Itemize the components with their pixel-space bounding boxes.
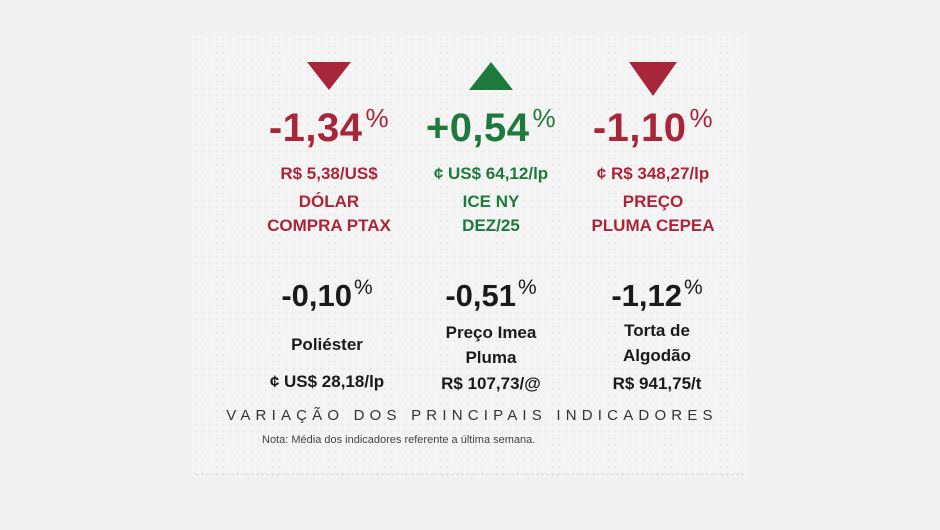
indicator-ice-ny: +0,54% ¢ US$ 64,12/lp ICE NY DEZ/25 bbox=[406, 62, 576, 238]
indicator-label: DÓLAR COMPRA PTAX bbox=[267, 192, 391, 235]
indicator-price: R$ 107,73/@ bbox=[441, 374, 541, 393]
indicator-price: ¢ R$ 348,27/lp bbox=[596, 164, 710, 183]
footer-title: VARIAÇÃO DOS PRINCIPAIS INDICADORES bbox=[226, 407, 718, 424]
indicator-poliester: -0,10% Poliéster ¢ US$ 28,18/lp bbox=[242, 270, 412, 392]
indicator-change: -0,10% bbox=[281, 276, 373, 313]
down-arrow-icon bbox=[307, 62, 351, 90]
indicator-change: -1,10% bbox=[592, 103, 714, 150]
down-arrow-icon bbox=[629, 62, 677, 96]
indicator-change: -1,34% bbox=[268, 103, 390, 150]
indicator-change: -1,12% bbox=[611, 276, 703, 313]
indicator-change: -0,51% bbox=[445, 276, 537, 313]
indicator-label: ICE NY DEZ/25 bbox=[462, 192, 520, 235]
indicator-label: Preço Imea Pluma bbox=[445, 323, 537, 367]
indicator-price: ¢ US$ 28,18/lp bbox=[269, 372, 385, 391]
indicator-price: ¢ US$ 64,12/lp bbox=[433, 164, 549, 183]
footer-note: Nota: Média dos indicadores referente a … bbox=[262, 434, 536, 446]
indicator-pluma-cepea: -1,10% ¢ R$ 348,27/lp PREÇO PLUMA CEPEA bbox=[568, 62, 738, 238]
indicator-price: R$ 941,75/t bbox=[612, 374, 702, 393]
indicators-panel bbox=[192, 36, 748, 476]
indicator-label: Poliéster bbox=[291, 335, 363, 354]
divider bbox=[196, 474, 744, 475]
up-arrow-icon bbox=[469, 62, 513, 90]
indicator-label: PREÇO PLUMA CEPEA bbox=[591, 192, 715, 235]
indicator-torta-algodao: -1,12% Torta de Algodão R$ 941,75/t bbox=[572, 270, 742, 394]
indicator-change: +0,54% bbox=[425, 103, 557, 150]
indicator-label: Torta de Algodão bbox=[623, 321, 691, 365]
indicator-imea-pluma: -0,51% Preço Imea Pluma R$ 107,73/@ bbox=[406, 270, 576, 394]
indicator-price: R$ 5,38/US$ bbox=[280, 164, 378, 183]
indicator-dolar: -1,34% R$ 5,38/US$ DÓLAR COMPRA PTAX bbox=[244, 62, 414, 238]
